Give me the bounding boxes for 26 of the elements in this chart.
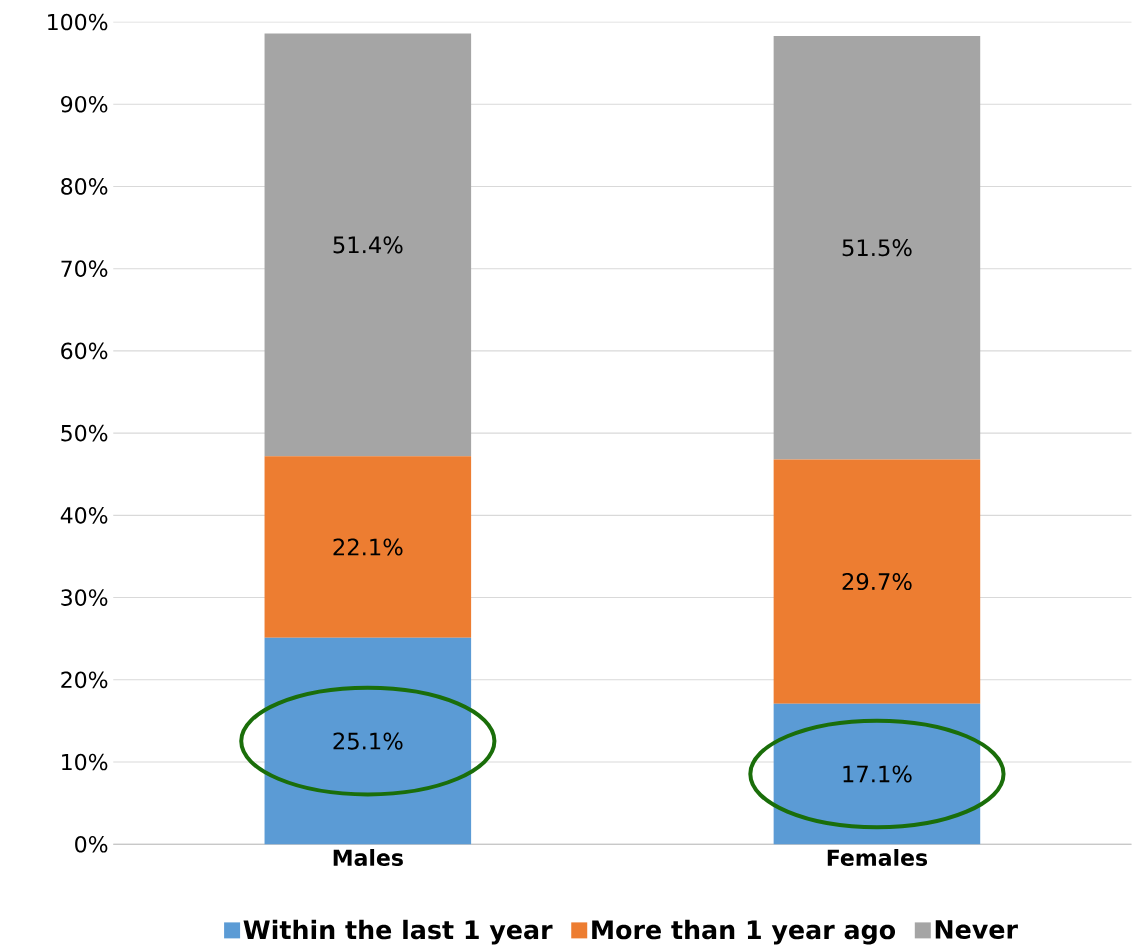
data-label: 17.1% bbox=[843, 765, 912, 783]
y-tick-label: 100% bbox=[48, 13, 108, 31]
data-label: 29.7% bbox=[842, 572, 912, 590]
x-tick-label: Males bbox=[333, 848, 403, 866]
y-tick-label: 50% bbox=[61, 424, 108, 442]
data-label: 25.1% bbox=[333, 732, 403, 750]
bar bbox=[264, 456, 472, 638]
legend-label: Within the last 1 year bbox=[243, 919, 553, 945]
legend-label: More than 1 year ago bbox=[592, 919, 896, 945]
data-label: 51.4% bbox=[333, 236, 403, 254]
y-tick-label: 60% bbox=[61, 342, 108, 360]
y-tick-label: 40% bbox=[60, 506, 108, 524]
y-tick-label: 70% bbox=[61, 260, 108, 277]
data-label: 22.1% bbox=[333, 538, 403, 556]
y-tick-label: 90% bbox=[61, 95, 108, 113]
y-tick-label: 0% bbox=[75, 835, 108, 853]
y-tick-label: 80% bbox=[61, 178, 108, 195]
y-tick-label: 10% bbox=[62, 753, 108, 771]
x-tick-label: Females bbox=[827, 848, 928, 866]
bar bbox=[264, 33, 472, 457]
bar bbox=[773, 459, 981, 704]
legend-label: Never bbox=[935, 920, 1018, 939]
y-tick-label: 20% bbox=[61, 671, 108, 689]
data-label: 51.5% bbox=[842, 239, 912, 257]
bar bbox=[773, 35, 981, 460]
y-tick-label: 30% bbox=[61, 589, 108, 606]
